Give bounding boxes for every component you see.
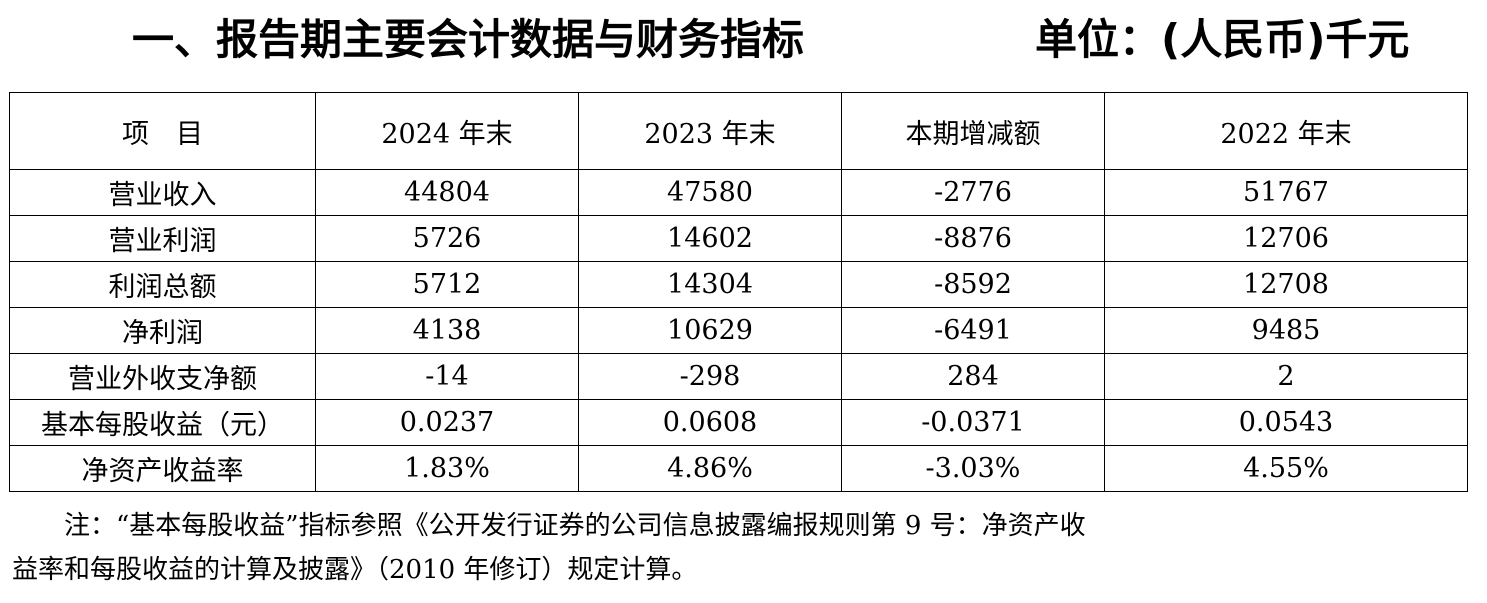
- table-cell: -2776: [841, 169, 1105, 216]
- table-cell: 284: [841, 353, 1105, 400]
- table-cell: -0.0371: [841, 399, 1105, 446]
- table-cell: 4.55%: [1104, 445, 1468, 492]
- table-cell: 14304: [578, 261, 842, 308]
- table-row: 营业外收支净额 -14 -298 284 2: [9, 353, 1468, 400]
- table-row: 基本每股收益（元） 0.0237 0.0608 -0.0371 0.0543: [9, 399, 1468, 446]
- row-label: 利润总额: [9, 261, 316, 308]
- table-cell: 0.0543: [1104, 399, 1468, 446]
- row-label: 基本每股收益（元）: [9, 399, 316, 446]
- table-cell: 10629: [578, 307, 842, 354]
- table-cell: 12708: [1104, 261, 1468, 308]
- table-cell: 12706: [1104, 215, 1468, 262]
- table-cell: -14: [315, 353, 579, 400]
- row-label: 营业收入: [9, 169, 316, 216]
- footnote: 注：“基本每股收益”指标参照《公开发行证券的公司信息披露编报规则第 9 号：净资…: [12, 504, 1472, 592]
- table-cell: 4138: [315, 307, 579, 354]
- table-cell: -298: [578, 353, 842, 400]
- row-label: 净利润: [9, 307, 316, 354]
- page-title: 一、报告期主要会计数据与财务指标 单位：(人民币)千元: [132, 10, 1482, 70]
- table-cell: 4.86%: [578, 445, 842, 492]
- table-cell: 14602: [578, 215, 842, 262]
- table-row: 营业利润 5726 14602 -8876 12706: [9, 215, 1468, 262]
- table-cell: 2: [1104, 353, 1468, 400]
- header-2023: 2023 年末: [578, 92, 842, 170]
- table-cell: -3.03%: [841, 445, 1105, 492]
- table-cell: 0.0608: [578, 399, 842, 446]
- table-cell: 1.83%: [315, 445, 579, 492]
- footnote-line-1: 注：“基本每股收益”指标参照《公开发行证券的公司信息披露编报规则第 9 号：净资…: [64, 511, 1086, 541]
- table-cell: 5726: [315, 215, 579, 262]
- footnote-line-2: 益率和每股收益的计算及披露》（2010 年修订）规定计算。: [12, 555, 698, 585]
- row-label: 净资产收益率: [9, 445, 316, 492]
- financial-data-table: 项 目 2024 年末 2023 年末 本期增减额 2022 年末 营业收入 4…: [9, 92, 1468, 492]
- table-header-row: 项 目 2024 年末 2023 年末 本期增减额 2022 年末: [9, 92, 1468, 170]
- row-label: 营业利润: [9, 215, 316, 262]
- header-2022: 2022 年末: [1104, 92, 1468, 170]
- table-row: 净资产收益率 1.83% 4.86% -3.03% 4.55%: [9, 445, 1468, 492]
- header-item: 项 目: [9, 92, 316, 170]
- table-row: 利润总额 5712 14304 -8592 12708: [9, 261, 1468, 308]
- table-cell: 9485: [1104, 307, 1468, 354]
- table-row: 营业收入 44804 47580 -2776 51767: [9, 169, 1468, 216]
- table-cell: 47580: [578, 169, 842, 216]
- header-change: 本期增减额: [841, 92, 1105, 170]
- table-row: 净利润 4138 10629 -6491 9485: [9, 307, 1468, 354]
- table-cell: -8592: [841, 261, 1105, 308]
- section-title: 一、报告期主要会计数据与财务指标: [132, 15, 805, 64]
- table-cell: 51767: [1104, 169, 1468, 216]
- row-label: 营业外收支净额: [9, 353, 316, 400]
- table-cell: 0.0237: [315, 399, 579, 446]
- header-2024: 2024 年末: [315, 92, 579, 170]
- unit-label: 单位：(人民币)千元: [1035, 15, 1410, 64]
- table-cell: -8876: [841, 215, 1105, 262]
- table-cell: -6491: [841, 307, 1105, 354]
- table-cell: 44804: [315, 169, 579, 216]
- table-cell: 5712: [315, 261, 579, 308]
